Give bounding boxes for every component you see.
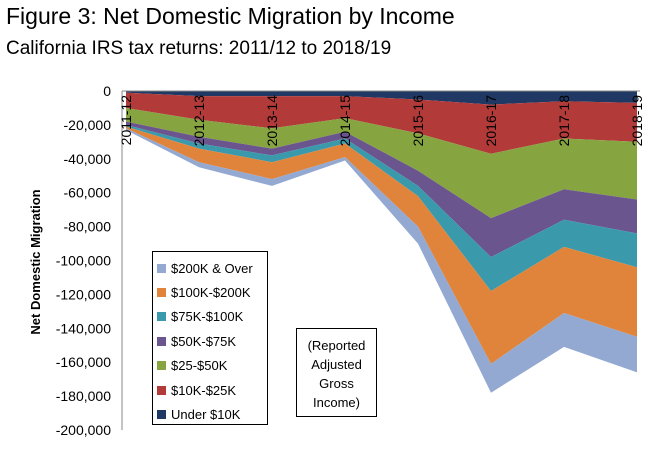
y-axis-title: Net Domestic Migration (28, 189, 43, 334)
x-tick-label: 2013-14 (264, 95, 280, 147)
y-tick-label: -200,000 (56, 422, 111, 438)
legend-label: Under $10K (171, 407, 241, 423)
legend-item: $200K & Over (157, 256, 267, 280)
y-tick-label: -40,000 (64, 151, 112, 167)
legend-item: $75K-$100K (157, 305, 267, 329)
legend-item: $50K-$75K (157, 329, 267, 353)
y-tick-label: -100,000 (56, 253, 111, 269)
legend-swatch (157, 312, 166, 322)
legend: $200K & Over $100K-$200K $75K-$100K $50K-$7… (152, 251, 268, 425)
area-10k-25k (126, 92, 637, 154)
x-tick-label: 2017-18 (556, 95, 572, 147)
y-tick-label: -80,000 (64, 219, 112, 235)
y-tick-label: 0 (103, 83, 111, 99)
area-50k-75k (126, 121, 637, 258)
legend-label: $10K-$25K (171, 382, 237, 398)
note-line: (Reported (307, 338, 366, 353)
income-note: (Reported Adjusted Gross Income) (296, 328, 377, 417)
note-line: Gross (319, 376, 354, 391)
legend-item: $10K-$25K (157, 378, 267, 402)
legend-swatch (157, 288, 166, 298)
x-tick-labels: 2011-12 2012-13 2013-14 2014-15 2015-16 2016-… (118, 95, 645, 147)
y-tick-label: -180,000 (56, 388, 111, 404)
legend-label: $25-$50K (171, 358, 228, 374)
area-under-10k (126, 91, 637, 105)
note-line: Adjusted (311, 357, 362, 372)
chart-subtitle: California IRS tax returns: 2011/12 to 2… (6, 38, 392, 59)
x-tick-label: 2018-19 (629, 95, 645, 147)
y-tick-label: -160,000 (56, 354, 111, 370)
x-tick-label: 2014-15 (337, 95, 353, 147)
y-tick-label: -20,000 (64, 117, 112, 133)
legend-swatch (157, 361, 166, 371)
area-layers (126, 91, 637, 393)
legend-swatch (157, 385, 166, 395)
y-tick-label: -60,000 (64, 185, 112, 201)
x-tick-label: 2016-17 (483, 95, 499, 147)
legend-label: $100K-$200K (171, 285, 251, 301)
note-line: Income) (313, 395, 360, 410)
chart-title: Figure 3: Net Domestic Migration by Inco… (6, 3, 455, 29)
legend-label: $50K-$75K (171, 333, 237, 349)
y-tick-labels: 0 -20,000 -40,000 -60,000 -80,000 -100,000 -12… (56, 83, 111, 438)
legend-swatch (157, 263, 166, 273)
legend-item: $100K-$200K (157, 280, 267, 304)
x-tick-label: 2011-12 (118, 95, 134, 146)
area-100k-200k (126, 126, 637, 364)
area-200k-over (126, 128, 637, 393)
legend-label: $200K & Over (171, 260, 253, 276)
legend-swatch (157, 336, 166, 346)
y-tick-label: -140,000 (56, 320, 111, 336)
area-25-50k (126, 108, 637, 219)
x-tick-label: 2015-16 (410, 95, 426, 147)
x-tick-label: 2012-13 (191, 95, 207, 147)
legend-item: Under $10K (157, 402, 267, 426)
legend-swatch (157, 410, 166, 420)
area-75k-100k (126, 124, 637, 292)
legend-item: $25-$50K (157, 354, 267, 378)
legend-label: $75K-$100K (171, 309, 244, 325)
y-tick-label: -120,000 (56, 286, 111, 302)
